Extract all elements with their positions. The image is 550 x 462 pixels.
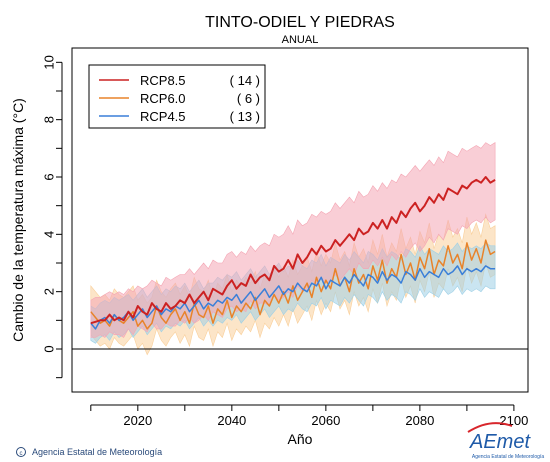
aemet-logo-subtext: Agencia Estatal de Meteorología — [472, 454, 544, 460]
footer-credit: c Agencia Estatal de Meteorología — [16, 447, 162, 457]
chart-subtitle: ANUAL — [282, 34, 319, 46]
aemet-logo-arc-icon — [467, 422, 513, 433]
y-tick-label: 10 — [41, 55, 56, 69]
credit-text: Agencia Estatal de Meteorología — [32, 447, 162, 457]
legend-label: RCP8.5 — [140, 73, 186, 88]
x-tick-label: 2100 — [499, 413, 528, 428]
y-tick-label: 2 — [41, 288, 56, 295]
plot-area — [71, 47, 529, 393]
series-lines — [90, 176, 496, 330]
x-tick-label: 2040 — [217, 413, 246, 428]
uncertainty-bands — [90, 142, 496, 356]
x-tick-label: 2060 — [311, 413, 340, 428]
legend-label: RCP4.5 — [140, 109, 186, 124]
band-rcp85 — [90, 142, 496, 338]
y-axis: 0 2 4 6 8 10 — [41, 55, 63, 379]
legend-count: ( 14 ) — [230, 73, 260, 88]
chart-title: TINTO-ODIEL Y PIEDRAS — [205, 14, 395, 31]
x-tick-label: 2020 — [123, 413, 152, 428]
series-line-rcp85 — [90, 176, 496, 325]
y-tick-label: 0 — [41, 345, 56, 352]
copyright-icon — [16, 447, 26, 457]
y-axis-label: Cambio de la temperatura máxima (°C) — [10, 98, 26, 342]
legend-box — [88, 64, 266, 129]
legend-count: ( 13 ) — [230, 109, 260, 124]
x-tick-label: 2080 — [405, 413, 434, 428]
y-tick-label: 6 — [41, 173, 56, 180]
y-tick-label: 8 — [41, 116, 56, 123]
legend-count: ( 6 ) — [237, 91, 260, 106]
x-axis-label: Año — [288, 431, 313, 447]
copyright-glyph: c — [20, 451, 23, 457]
plot-frame — [71, 47, 529, 393]
aemet-logo-text: AEmet — [469, 431, 531, 453]
aemet-logo: AEmet Agencia Estatal de Meteorología — [467, 422, 544, 460]
y-tick-label: 4 — [41, 231, 56, 238]
legend: RCP8.5 ( 14 ) RCP6.0 ( 6 ) RCP4.5 ( 13 ) — [88, 64, 266, 129]
x-axis: 2020 2040 2060 2080 2100 — [90, 404, 528, 428]
legend-label: RCP6.0 — [140, 91, 186, 106]
